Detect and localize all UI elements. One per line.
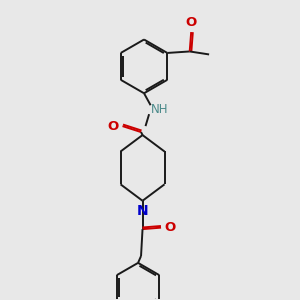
Text: NH: NH	[151, 103, 168, 116]
Text: O: O	[165, 221, 176, 234]
Text: O: O	[108, 120, 119, 133]
Text: N: N	[137, 204, 148, 218]
Text: O: O	[186, 16, 197, 29]
